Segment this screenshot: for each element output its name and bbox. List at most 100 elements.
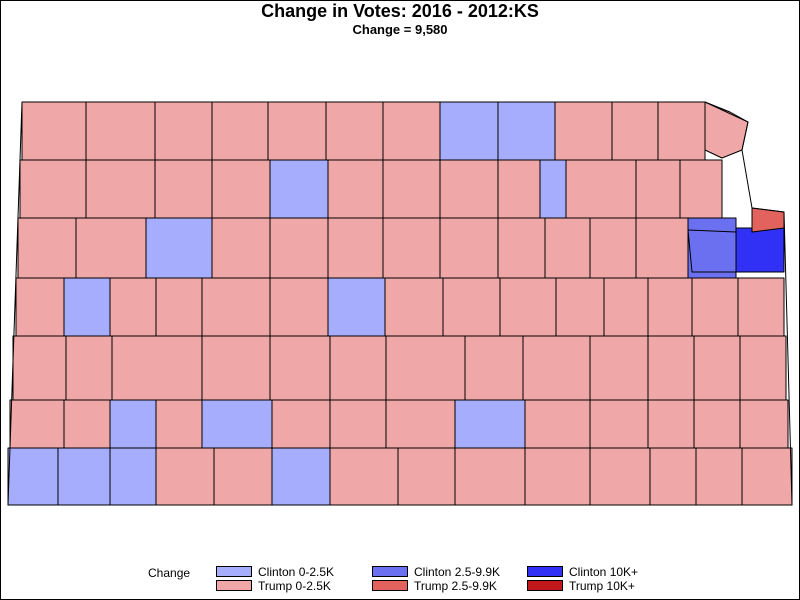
county — [109, 447, 157, 506]
county — [589, 447, 651, 506]
county — [9, 399, 65, 449]
county — [211, 101, 269, 161]
county — [565, 159, 637, 219]
county — [384, 277, 444, 337]
county — [647, 335, 695, 401]
legend-item-trump-mid: Trump 2.5-9.9K — [372, 580, 497, 592]
county — [544, 217, 591, 279]
county — [271, 447, 331, 506]
county — [201, 399, 273, 449]
county — [693, 399, 741, 449]
legend-item-clinton-high: Clinton 10K+ — [527, 566, 638, 578]
county — [554, 101, 613, 161]
county — [539, 159, 567, 219]
county — [611, 101, 659, 161]
county — [109, 277, 157, 337]
county — [739, 335, 787, 401]
legend-item-clinton-low: Clinton 0-2.5K — [216, 566, 334, 578]
county — [382, 217, 441, 279]
county — [687, 229, 737, 273]
county — [695, 447, 743, 506]
map-title: Change in Votes: 2016 - 2012:KS — [261, 1, 539, 21]
county — [497, 101, 556, 161]
county — [704, 101, 749, 159]
county — [271, 399, 331, 449]
legend-swatch — [372, 566, 408, 577]
county — [201, 335, 271, 401]
county — [7, 447, 59, 506]
county — [439, 217, 499, 279]
county — [211, 217, 271, 279]
county — [737, 277, 785, 337]
county — [555, 277, 605, 337]
county — [21, 101, 87, 161]
county — [454, 399, 526, 449]
county — [201, 277, 271, 337]
legend-item-trump-low: Trump 0-2.5K — [216, 580, 331, 592]
county — [442, 277, 501, 337]
county — [155, 447, 215, 506]
county — [497, 159, 541, 219]
county — [739, 399, 789, 449]
legend-swatch — [527, 580, 563, 591]
county — [589, 335, 649, 401]
county — [524, 399, 591, 449]
county — [524, 447, 591, 506]
county — [635, 159, 681, 219]
legend-swatch — [216, 580, 252, 591]
legend-label: Trump 2.5-9.9K — [414, 579, 497, 593]
county — [267, 101, 327, 161]
county — [329, 447, 399, 506]
county — [213, 447, 273, 506]
county — [269, 335, 331, 401]
county — [693, 335, 741, 401]
legend-item-clinton-mid: Clinton 2.5-9.9K — [372, 566, 500, 578]
county — [269, 159, 329, 219]
county — [109, 399, 157, 449]
county — [325, 101, 384, 161]
county — [439, 159, 499, 219]
county — [647, 399, 695, 449]
county — [454, 447, 526, 506]
county — [19, 159, 87, 219]
county — [439, 101, 499, 161]
county — [57, 447, 111, 506]
county — [657, 101, 706, 161]
county — [589, 399, 649, 449]
county — [154, 159, 213, 219]
legend-swatch — [372, 580, 408, 591]
legend-item-trump-high: Trump 10K+ — [527, 580, 635, 592]
county — [329, 335, 387, 401]
county — [464, 335, 524, 401]
county — [12, 335, 67, 401]
county — [327, 159, 384, 219]
county — [15, 277, 65, 337]
county — [397, 447, 456, 506]
county — [65, 335, 113, 401]
county — [63, 277, 111, 337]
county — [679, 159, 723, 219]
legend-label: Clinton 0-2.5K — [258, 565, 335, 579]
county — [522, 335, 591, 401]
county — [385, 399, 456, 449]
county — [647, 277, 693, 337]
county — [17, 217, 77, 279]
county — [499, 277, 557, 337]
legend-title: Change — [148, 566, 191, 580]
county — [649, 447, 697, 506]
county — [155, 277, 203, 337]
county — [269, 217, 329, 279]
county — [154, 101, 213, 161]
county — [382, 101, 441, 161]
county — [211, 159, 271, 219]
county — [85, 159, 156, 219]
legend-swatch — [527, 566, 563, 577]
county — [691, 277, 739, 337]
county — [497, 217, 546, 279]
legend-label: Clinton 10K+ — [569, 565, 639, 579]
county — [269, 277, 329, 337]
county — [589, 217, 637, 279]
county — [603, 277, 649, 337]
county — [327, 277, 386, 337]
